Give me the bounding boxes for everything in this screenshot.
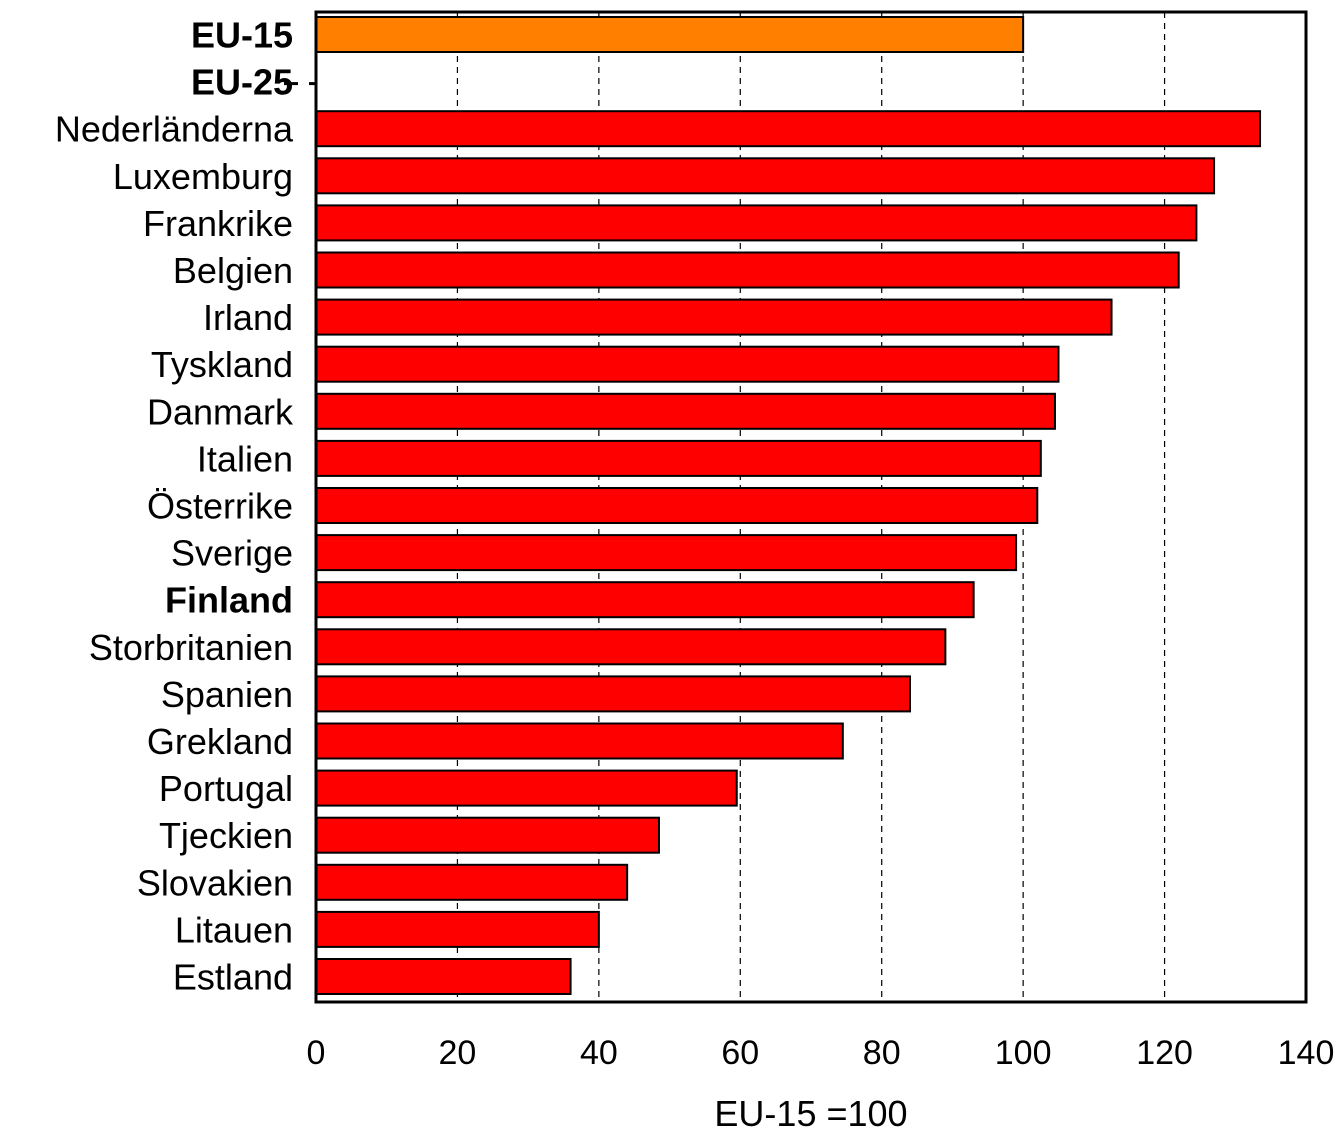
category-label-tyskland: Tyskland [151,344,293,385]
x-tick-label: 0 [307,1034,326,1072]
category-label-litauen: Litauen [175,909,293,950]
category-label-luxemburg: Luxemburg [113,156,293,197]
category-label-spanien: Spanien [161,674,293,715]
bar-irland [315,298,1113,336]
category-label-sverige: Sverige [171,533,293,574]
x-tick-label: 60 [721,1034,759,1072]
bar-eu-15 [315,16,1025,53]
category-label-finland: Finland [165,580,293,621]
x-tick-label: 140 [1278,1034,1335,1072]
category-label-osterrike: Österrike [147,486,293,527]
x-tick-label: 100 [995,1034,1052,1072]
x-axis-title: EU-15 =100 [714,1093,907,1133]
category-labels: EU-15 EU-25 Nederländerna Luxemburg Frankrik… [55,15,294,998]
bar-luxemburg [315,157,1216,195]
bar-spanien [315,675,911,713]
category-label-grekland: Grekland [147,721,293,762]
bar-nederlanderna [315,110,1262,148]
bar-tyskland [315,345,1060,383]
bar-belgien [315,251,1180,289]
x-tick-label: 40 [580,1034,618,1072]
bar-italien [315,439,1042,477]
bar-litauen [315,910,600,948]
bar-osterrike [315,487,1039,524]
plot-frame [314,10,1308,1004]
category-label-tjeckien: Tjeckien [159,815,293,856]
bar-frankrike [315,204,1198,242]
category-label-portugal: Portugal [159,768,293,809]
category-label-storbritanien: Storbritanien [89,627,293,668]
category-label-italien: Italien [197,438,293,479]
category-label-eu-15: EU-15 [191,15,293,56]
category-label-slovakien: Slovakien [137,862,293,903]
bar-finland [315,581,975,619]
category-label-eu-25: EU-25 [191,62,293,103]
bar-tjeckien [315,816,660,854]
bar-grekland [315,722,844,760]
x-tick-label: 120 [1136,1034,1193,1072]
bar-slovakien [315,863,629,901]
bar-danmark [315,392,1056,430]
category-label-danmark: Danmark [147,391,294,432]
x-tick-label: 80 [863,1034,901,1072]
bar-estland [315,958,572,995]
bars [315,16,1262,995]
category-label-nederlanderna: Nederländerna [55,109,294,150]
bar-portugal [315,769,738,807]
category-label-irland: Irland [203,297,293,338]
category-label-estland: Estland [173,957,293,998]
bar-sverige [315,534,1018,572]
category-label-frankrike: Frankrike [143,203,293,244]
category-label-belgien: Belgien [173,250,293,291]
x-tick-labels: 0 20 40 60 80 100 120 140 [307,1034,1335,1072]
x-tick-label: 20 [439,1034,477,1072]
bar-storbritanien [315,628,947,666]
